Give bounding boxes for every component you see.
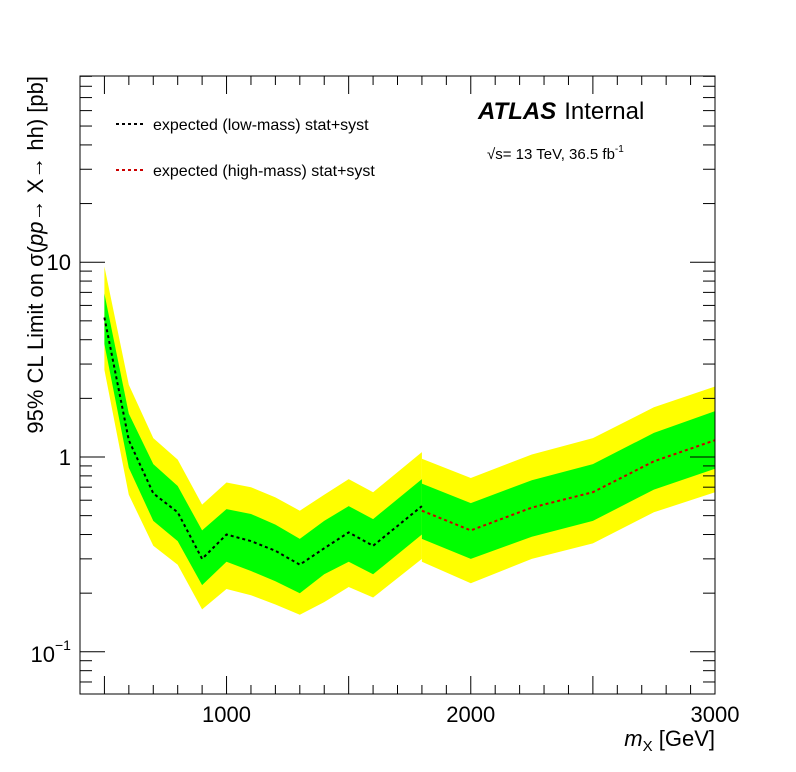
atlas-label-bold: ATLAS (477, 98, 556, 125)
uncertainty-bands (104, 266, 715, 615)
x-tick-label-2000: 2000 (446, 702, 495, 727)
energy-text: = 13 TeV, 36.5 fb (503, 146, 615, 163)
energy-sqrt-s: √s (487, 146, 503, 163)
x-axis-title: mX [GeV] (624, 726, 715, 755)
y-axis-title-post: → X→ hh) [pb] (23, 76, 48, 222)
y-axis-title-pre: 95% CL Limit on σ( (23, 245, 48, 433)
atlas-label: ATLAS Internal (477, 98, 644, 125)
x-tick-labels: 1000 2000 3000 (202, 702, 739, 727)
x-axis-title-sub: X (643, 738, 653, 755)
x-tick-label-1000: 1000 (202, 702, 251, 727)
x-tick-label-3000: 3000 (691, 702, 740, 727)
y-tick-label-0.1: 10 −1 (31, 637, 72, 667)
atlas-label-normal: Internal (564, 98, 644, 125)
x-axis-title-unit: [GeV] (653, 726, 715, 751)
expected-line-series-1 (421, 439, 716, 532)
energy-exponent: -1 (615, 144, 624, 155)
plot-frame (79, 75, 716, 695)
expected-line-series-0 (103, 317, 423, 566)
y-axis-title-italic: pp (23, 222, 48, 247)
energy-luminosity-label: √s= 13 TeV, 36.5 fb-1 (487, 144, 624, 163)
expected-limit-lines (103, 317, 716, 566)
x-axis-title-var: m (624, 726, 642, 751)
y-tick-label-0.1-exponent: −1 (55, 637, 71, 653)
y-tick-label-0.1-base: 10 (31, 642, 55, 667)
band-1sigma-series-0 (104, 293, 422, 594)
axis-ticks (80, 75, 716, 694)
legend: expected (low-mass) stat+syst expected (… (116, 117, 375, 180)
y-axis-title: 95% CL Limit on σ(pp→ X→ hh) [pb] (23, 76, 48, 434)
legend-label-high-mass: expected (high-mass) stat+syst (153, 163, 375, 180)
y-tick-label-1: 1 (59, 445, 71, 470)
y-tick-label-10: 10 (47, 250, 71, 275)
legend-label-low-mass: expected (low-mass) stat+syst (153, 117, 369, 134)
